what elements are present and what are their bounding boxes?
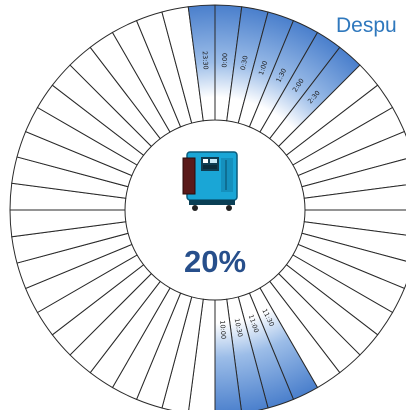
- page-title: Despu: [336, 14, 397, 37]
- time-slot-label: 23:30: [201, 51, 210, 70]
- time-slot-label: 0:00: [220, 53, 229, 68]
- time-slot-label: 10:30: [233, 318, 245, 338]
- time-slot-label: 10:00: [218, 320, 227, 339]
- time-slot-label: 0:30: [239, 55, 250, 71]
- schedule-segment[interactable]: [303, 209, 406, 237]
- charge-percentage: 20%: [183, 244, 247, 279]
- generator-icon: [181, 148, 249, 212]
- schedule-segment[interactable]: [301, 157, 406, 199]
- schedule-segment-active[interactable]: [187, 4, 216, 122]
- schedule-segment[interactable]: [303, 183, 406, 211]
- schedule-segment[interactable]: [301, 221, 406, 263]
- schedule-segment[interactable]: [297, 130, 406, 188]
